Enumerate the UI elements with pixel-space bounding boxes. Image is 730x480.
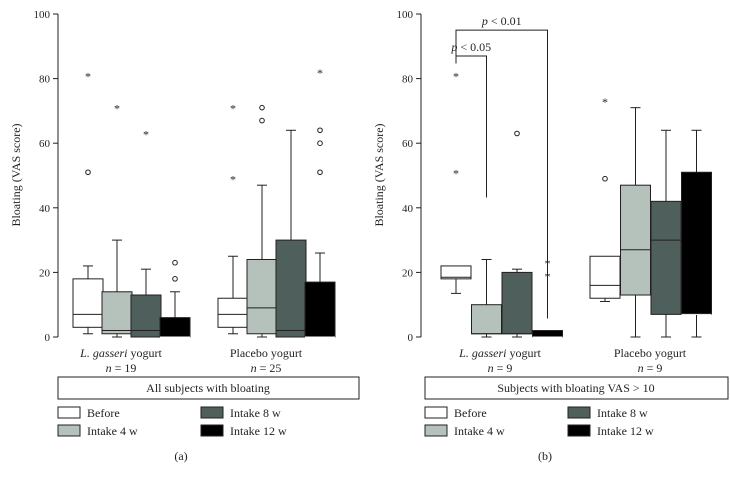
panel-b-group2-name: Placebo yogurt: [614, 346, 687, 360]
panel-b-significance: p < 0.05p < 0.01: [450, 14, 548, 319]
panel-b-group1-before-box: [440, 265, 472, 280]
panel-a-y-tick-label: 40: [39, 203, 51, 215]
panel-a-group2-intake12-outlier: [317, 127, 323, 134]
panel-b-label: (b): [538, 449, 552, 463]
panel-b-group2-intake8-box: [650, 200, 682, 315]
panel-b-group1-intake8-box: [501, 271, 533, 335]
panel-b-group2-intake4-box: [620, 184, 651, 296]
panel-a-group1-before-outlier: [85, 169, 91, 176]
panel-a-group2-name: Placebo yogurt: [230, 346, 303, 360]
panel-b-group1-name: L. gasseri yogurt: [458, 346, 541, 360]
panel-b-ylabel: Bloating (VAS score): [372, 123, 386, 226]
panel-b-subtitle-box: [424, 376, 729, 400]
panel-b-group1-n: n = 9: [488, 361, 513, 375]
panel-b-group2-intake12-box: [681, 171, 712, 315]
panel-b-y-tick-label: 80: [402, 74, 414, 86]
panel-b-legend-swatch-intake4: [424, 424, 448, 437]
panel-a-group2-intake4-outlier: [259, 104, 265, 111]
panel-a-legend-swatch-intake4: [57, 424, 81, 437]
panel-b-significance-1-label-value: < 0.05: [457, 40, 491, 54]
panel-a-y-tick-label: 100: [34, 9, 51, 21]
panel-a-legend-label-before: Before: [87, 406, 120, 420]
panel-b-legend-label-before: Before: [454, 406, 487, 420]
panel-a-group2-intake12-outlier: [317, 169, 323, 176]
panel-a-legend-label-intake12: Intake 12 w: [230, 424, 287, 438]
panel-b-group1-before-extreme: *: [453, 69, 459, 83]
panel-b-subtitle: Subjects with bloating VAS > 10: [497, 381, 654, 395]
panel-a-group1-before-box: [72, 278, 104, 328]
panel-a-y-tick-label: 80: [39, 74, 51, 86]
panel-b-legend-label-intake4: Intake 4 w: [454, 424, 505, 438]
panel-a-group2-n: n = 25: [251, 361, 282, 375]
panel-a-subtitle: All subjects with bloating: [146, 381, 270, 395]
panel-b-y-tick-label: 0: [408, 332, 414, 344]
panel-b-y-axis: 0 20 40 60 80 100: [397, 9, 422, 344]
panel-a-group2-intake8-box: [275, 239, 307, 338]
panel-a-y-tick-label: 0: [45, 332, 51, 344]
panel-a-group2-intake12-extreme: *: [317, 66, 323, 80]
panel-a-group2-intake12-box: [304, 281, 336, 338]
panel-a-group1-before-extreme: *: [85, 69, 91, 83]
panel-a-group2-intake4-outlier: [259, 117, 265, 124]
panel-a-group1-name: L. gasseri yogurt: [79, 346, 162, 360]
panel-b-y-tick-label: 20: [402, 267, 414, 279]
panel-a-label: (a): [174, 449, 187, 463]
panel-a-legend-label-intake4: Intake 4 w: [87, 424, 138, 438]
panel-b-significance-2-label-p: p: [481, 14, 488, 28]
panel-a-group2-intake4-box: [246, 258, 278, 335]
panel-b-significance-2-label-value: < 0.01: [488, 14, 522, 28]
panel-b-group2-before-box: [589, 255, 621, 299]
panel-a-y-tick-label: 60: [39, 138, 51, 150]
panel-b-legend-label-intake8: Intake 8 w: [597, 406, 648, 420]
panel-a-legend-swatch-intake8: [200, 406, 224, 419]
panel-a-legend-label-intake8: Intake 8 w: [230, 406, 281, 420]
panel-a-group2-before-extreme: *: [230, 102, 236, 116]
panel-b-y-tick-label: 40: [402, 203, 414, 215]
panel-b-plot-area: *****: [440, 69, 712, 338]
panel-a-legend-swatch-before: [57, 406, 81, 419]
panel-a-group1-intake12-box: [159, 317, 191, 338]
panel-a-group1-intake8-extreme: *: [143, 128, 149, 142]
panel-a-legend-swatch-intake12: [200, 424, 224, 437]
panel-a-group1-n: n = 19: [106, 361, 137, 375]
panel-a-ylabel: Bloating (VAS score): [9, 123, 23, 226]
panel-b-significance-2-label: p < 0.01: [481, 14, 522, 28]
panel-b-legend-label-intake12: Intake 12 w: [597, 424, 654, 438]
panel-a-group2-before-box: [217, 297, 249, 328]
panel-b-group1-intake8-outlier: [514, 130, 520, 137]
panel-a-legend: Before Intake 4 w Intake 8 w Intake 12 w: [57, 406, 287, 438]
panel-b-group1-intake4-box: [471, 304, 502, 335]
panel-b-y-tick-label: 60: [402, 138, 414, 150]
panel-a-group1-intake8-box: [130, 294, 162, 338]
panel-a-group2-before-extreme: *: [230, 173, 236, 187]
panel-a-group1-intake4-extreme: *: [114, 102, 120, 116]
panel-b-legend-swatch-intake12: [567, 424, 591, 437]
panel-a-subtitle-box: [57, 376, 360, 400]
panel-a-group1-intake12-outlier: [172, 276, 178, 282]
panel-b-group1-intake12-box: [532, 330, 563, 338]
panel-b-group1-before-extreme: *: [453, 166, 459, 180]
panel-b-significance-1-label-p: p: [450, 40, 457, 54]
panel-b-significance-1-bracket: [455, 55, 487, 198]
panel-a-group2-intake12-outlier: [317, 140, 323, 146]
panel-b-group2-before-extreme: *: [602, 95, 608, 109]
panel-b-y-tick-label: 100: [397, 9, 414, 21]
panel-b-significance-2-bracket: [455, 29, 548, 319]
panel-a-group1-intake4-box: [101, 291, 133, 335]
panel-b-group2-before-outlier: [602, 175, 608, 182]
panel-b-legend: Before Intake 4 w Intake 8 w Intake 12 w: [424, 406, 654, 438]
panel-a-y-axis: 0 20 40 60 80 100: [34, 9, 59, 344]
panel-a-y-tick-label: 20: [39, 267, 51, 279]
panel-b-group2-n: n = 9: [638, 361, 663, 375]
panel-a-plot-area: * * * * * *: [72, 66, 336, 338]
panel-b-legend-swatch-intake8: [567, 406, 591, 419]
panel-a-group1-intake12-outlier: [172, 259, 178, 266]
panel-b-significance-1-label: p < 0.05: [450, 40, 491, 54]
panel-b-legend-swatch-before: [424, 406, 448, 419]
